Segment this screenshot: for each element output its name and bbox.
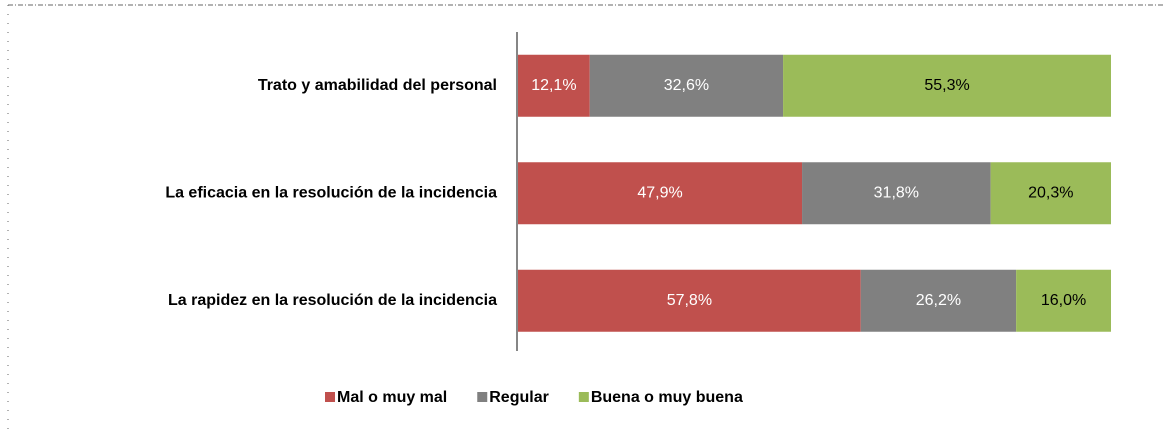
bar-segment xyxy=(518,162,803,225)
legend-label: Regular xyxy=(489,389,549,406)
bar-segment xyxy=(518,54,590,117)
legend-label: Buena o muy buena xyxy=(591,389,743,406)
bar-segment xyxy=(1016,269,1111,332)
bar-segment xyxy=(860,269,1017,332)
data-label: 47,9% xyxy=(637,184,682,201)
data-label: 26,2% xyxy=(916,292,961,309)
data-label: 12,1% xyxy=(531,77,576,94)
bar-segment xyxy=(589,54,784,117)
data-label: 57,8% xyxy=(667,292,712,309)
data-label: 55,3% xyxy=(924,77,969,94)
bar-segment xyxy=(990,162,1111,225)
legend-label: Mal o muy mal xyxy=(337,389,447,406)
legend-swatch xyxy=(578,392,589,402)
category-label: La eficacia en la resolución de la incid… xyxy=(165,184,497,201)
legend-swatch xyxy=(477,392,488,402)
bar-segment xyxy=(518,269,861,332)
bar-segment xyxy=(802,162,991,225)
bar-segment xyxy=(783,54,1111,117)
category-label: Trato y amabilidad del personal xyxy=(258,77,497,94)
category-label: La rapidez en la resolución de la incide… xyxy=(168,292,497,309)
legend-swatch xyxy=(325,392,335,402)
data-label: 20,3% xyxy=(1028,184,1073,201)
data-label: 16,0% xyxy=(1041,292,1086,309)
data-label: 31,8% xyxy=(874,184,919,201)
data-label: 32,6% xyxy=(664,77,709,94)
